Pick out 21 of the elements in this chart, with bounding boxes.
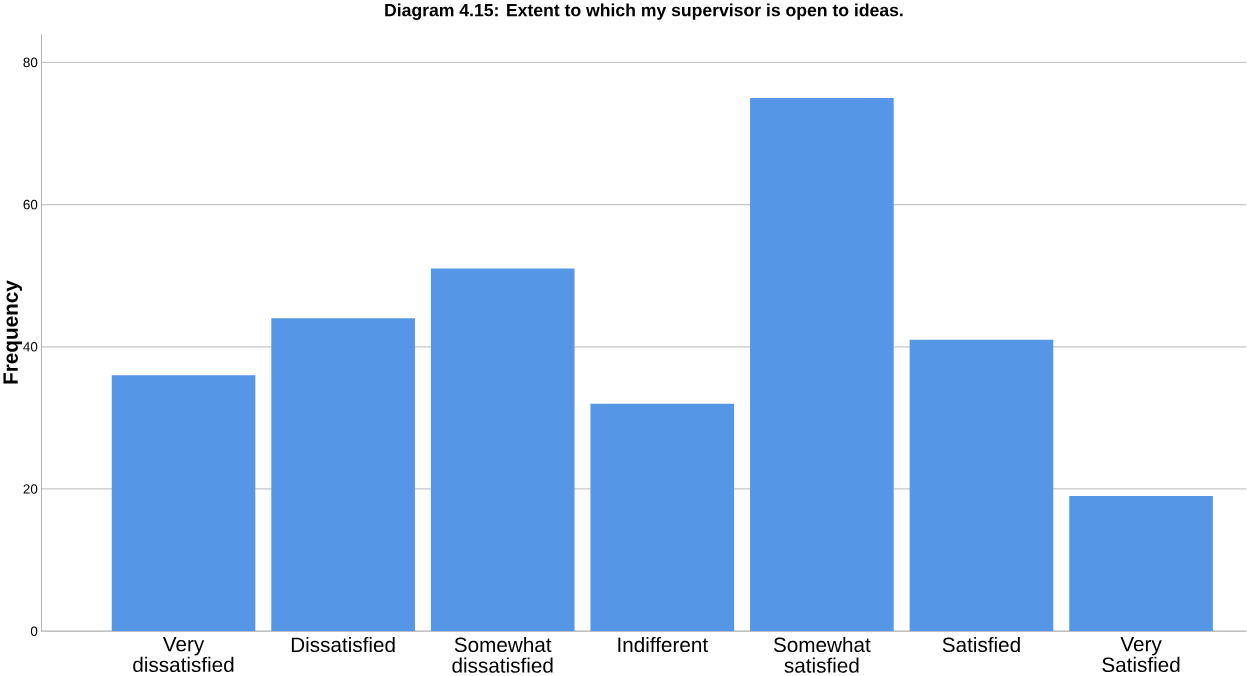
- x-tick-label: Very Satisfied: [1102, 636, 1180, 672]
- y-tick-label: 0: [30, 626, 38, 636]
- bar: [1069, 495, 1213, 632]
- bar: [909, 339, 1054, 632]
- y-tick-label: 60: [23, 199, 38, 210]
- bar: [750, 97, 894, 632]
- x-tick-label: Somewhat satisfied: [773, 636, 871, 673]
- x-tick-label: Indifferent: [618, 636, 708, 652]
- y-tick-label: 80: [23, 57, 38, 68]
- bar: [430, 268, 575, 632]
- y-axis-title: Frequency: [3, 280, 22, 384]
- y-tick-label: 40: [23, 341, 38, 352]
- bar: [111, 375, 256, 632]
- x-tick-label: Very dissatisfied: [133, 636, 234, 672]
- x-tick-label: Somewhat dissatisfied: [452, 636, 553, 673]
- bar: [590, 403, 735, 632]
- x-tick-label: Dissatisfied: [291, 636, 395, 652]
- y-tick-label: 20: [23, 484, 38, 494]
- chart-title: Diagram 4.15: Extent to which my supervisor is open to ideas.: [385, 3, 903, 20]
- bar: [271, 318, 415, 632]
- x-tick-label: Satisfied: [942, 636, 1020, 652]
